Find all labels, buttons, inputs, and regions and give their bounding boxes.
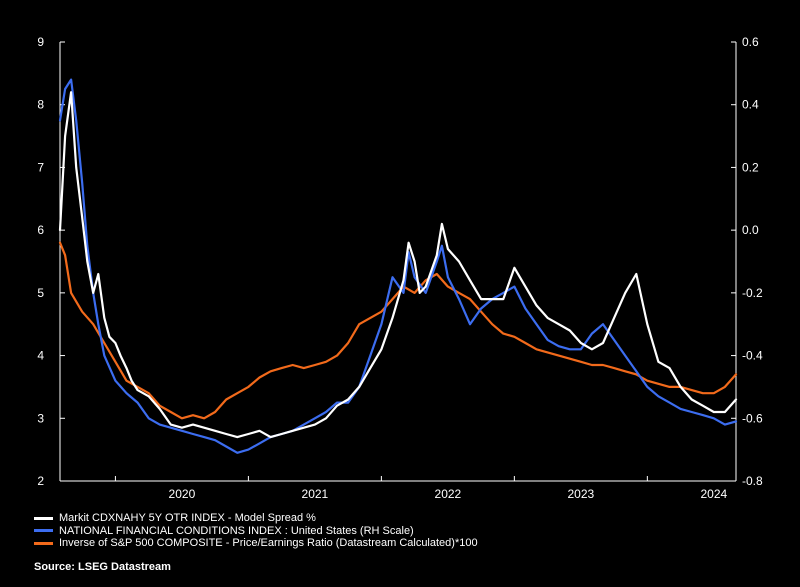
left-tick-label: 4 — [37, 349, 44, 363]
legend-item-spread: Markit CDXNAHY 5Y OTR INDEX - Model Spre… — [34, 512, 478, 525]
right-tick-label: -0.2 — [742, 286, 763, 300]
left-tick-label: 2 — [37, 474, 44, 488]
right-y-ticks: -0.8 -0.6 -0.4 -0.2 0.0 0.2 0.4 0.6 — [731, 35, 763, 488]
legend-label-pe: Inverse of S&P 500 COMPOSITE - Price/Ear… — [59, 537, 478, 549]
legend-swatch-spread — [34, 516, 53, 520]
right-tick-label: 0.4 — [742, 98, 759, 112]
right-tick-label: 0.0 — [742, 223, 759, 237]
legend: Markit CDXNAHY 5Y OTR INDEX - Model Spre… — [34, 512, 478, 550]
legend-swatch-nfci — [34, 529, 53, 533]
x-tick-label: 2022 — [435, 487, 462, 501]
left-tick-label: 3 — [37, 411, 44, 425]
legend-item-nfci: NATIONAL FINANCIAL CONDITIONS INDEX : Un… — [34, 525, 478, 538]
x-tick-label: 2024 — [700, 487, 727, 501]
legend-item-pe: Inverse of S&P 500 COMPOSITE - Price/Ear… — [34, 537, 478, 550]
x-tick-label: 2020 — [169, 487, 196, 501]
x-tick-label: 2021 — [302, 487, 329, 501]
right-tick-label: -0.8 — [742, 474, 763, 488]
series-line-pe-inverse — [58, 241, 738, 420]
left-y-ticks: 2 3 4 5 6 7 8 9 — [37, 35, 65, 488]
legend-label-nfci: NATIONAL FINANCIAL CONDITIONS INDEX : Un… — [59, 524, 414, 537]
source-note: Source: LSEG Datastream — [34, 561, 171, 573]
series-line-cdx-spread — [58, 91, 738, 439]
axes — [59, 42, 737, 482]
left-tick-label: 8 — [37, 98, 44, 112]
series-line-nfci — [58, 78, 738, 454]
right-tick-label: -0.6 — [742, 411, 763, 425]
legend-swatch-pe — [34, 541, 53, 545]
left-tick-label: 6 — [37, 223, 44, 237]
left-tick-label: 5 — [37, 286, 44, 300]
legend-label-spread: Markit CDXNAHY 5Y OTR INDEX - Model Spre… — [59, 512, 316, 524]
x-ticks: 2020 2021 2022 2023 2024 — [114, 476, 728, 501]
left-tick-label: 7 — [37, 160, 44, 174]
series-lines — [58, 78, 738, 454]
right-tick-label: 0.2 — [742, 160, 759, 174]
x-tick-label: 2023 — [568, 487, 595, 501]
right-tick-label: -0.4 — [742, 349, 763, 363]
left-tick-label: 9 — [37, 35, 44, 49]
right-tick-label: 0.6 — [742, 35, 759, 49]
